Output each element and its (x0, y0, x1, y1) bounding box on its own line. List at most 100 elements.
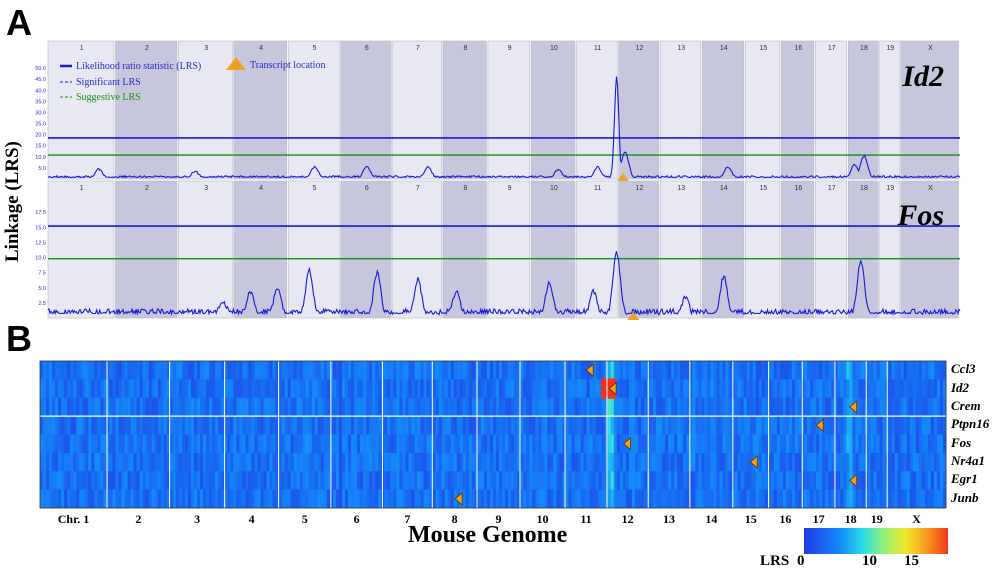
heatmap-cell (625, 489, 630, 509)
heatmap-cell (668, 397, 672, 417)
heatmap-cell (927, 471, 932, 490)
heatmap-cell (734, 416, 738, 435)
heatmap-cell (387, 471, 391, 490)
heatmap-cell (242, 379, 246, 398)
heatmap-cell (372, 361, 376, 380)
heatmap-cell (133, 379, 137, 398)
heatmap-cell (804, 379, 808, 398)
heatmap-cell (535, 471, 539, 490)
heatmap-cell (136, 452, 140, 472)
heatmap-cell (740, 397, 744, 417)
heatmap-cell (755, 397, 760, 417)
heatmap-cell (692, 489, 696, 509)
heatmap-cell (650, 397, 654, 417)
heatmap-cell (317, 471, 322, 490)
heatmap-cell (284, 434, 288, 454)
heatmap-cell (556, 434, 560, 454)
heatmap-cell (308, 489, 313, 509)
heatmap-cell (284, 361, 288, 380)
heatmap-cell (870, 452, 874, 472)
heatmap-cell (115, 361, 119, 380)
heatmap-cell (88, 397, 92, 417)
heatmap-cell (121, 489, 125, 509)
heatmap-cell (414, 416, 418, 435)
heatmap-cell (82, 489, 86, 509)
heatmap-cell (798, 434, 802, 454)
chromosome-number: 14 (720, 45, 728, 52)
heatmap-cell (897, 434, 901, 454)
heatmap-cell (462, 434, 467, 454)
heatmap-cell (671, 397, 675, 417)
heatmap-cell (411, 489, 415, 509)
heatmap-cell (178, 361, 183, 380)
colorbar-segment (804, 528, 807, 554)
heatmap-cell (541, 361, 545, 380)
heatmap-cell (468, 434, 473, 454)
heatmap-cell (489, 397, 494, 417)
chromosome-number: 5 (313, 45, 317, 52)
heatmap-cell (695, 361, 699, 380)
heatmap-cell (640, 489, 645, 509)
heatmap-cell (311, 452, 316, 472)
heatmap-cell (91, 361, 95, 380)
heatmap-cell (502, 416, 506, 435)
chromosome-number: 18 (860, 185, 868, 192)
heatmap-cell (644, 452, 648, 472)
heatmap-cell (293, 471, 297, 490)
chromosome-band (340, 40, 392, 180)
heatmap-cell (508, 397, 512, 417)
heatmap-cell (909, 379, 914, 398)
heatmap-cell (502, 434, 506, 454)
heatmap-cell (903, 397, 908, 417)
heatmap-cell (565, 361, 569, 380)
heatmap-cell (719, 471, 723, 490)
heatmap-cell (846, 361, 850, 380)
heatmap-cell (631, 361, 636, 380)
heatmap-cell (535, 416, 539, 435)
heatmap-cell (299, 379, 304, 398)
heatmap-cell (610, 452, 615, 472)
heatmap-cell (263, 471, 267, 490)
heatmap-cell (351, 489, 355, 509)
heatmap-cell (417, 361, 421, 380)
heatmap-cell (825, 379, 829, 398)
heatmap-cell (776, 489, 781, 509)
panel-b-letter: B (6, 318, 32, 359)
heatmap-cell (773, 416, 778, 435)
heatmap-cell (73, 434, 77, 454)
heatmap-cell (55, 471, 59, 490)
heatmap-cell (888, 471, 892, 490)
heatmap-cell (145, 416, 150, 435)
heatmap-cell (804, 361, 808, 380)
heatmap-cell (583, 416, 587, 435)
heatmap-cell (634, 489, 639, 509)
heatmap-cell (411, 471, 415, 490)
heatmap-cell (924, 416, 929, 435)
heatmap-cell (791, 471, 796, 490)
heatmap-cell (804, 397, 808, 417)
heatmap-cell (523, 452, 527, 472)
heatmap-cell (644, 416, 648, 435)
heatmap-cell (378, 361, 382, 380)
heatmap-x-tick: 8 (451, 512, 458, 526)
heatmap-cell (535, 361, 539, 380)
heatmap-cell (776, 416, 781, 435)
heatmap-cell (692, 471, 696, 490)
heatmap-cell (680, 471, 684, 490)
heatmap-cell (139, 416, 143, 435)
heatmap-cell (187, 471, 192, 490)
heatmap-row-label: Crem (951, 397, 981, 413)
transcript-marker (849, 473, 858, 488)
heatmap-cell (284, 471, 288, 490)
heatmap-cell (124, 397, 128, 417)
heatmap-cell (305, 361, 310, 380)
heatmap-cell (157, 416, 162, 435)
heatmap-cell (390, 434, 394, 454)
heatmap-cell (595, 471, 599, 490)
heatmap-cell (740, 489, 744, 509)
heatmap-cell (701, 434, 705, 454)
heatmap-cell (329, 434, 334, 454)
heatmap-cell (493, 397, 497, 417)
heatmap-cell (520, 434, 524, 454)
heatmap-cell (139, 361, 143, 380)
